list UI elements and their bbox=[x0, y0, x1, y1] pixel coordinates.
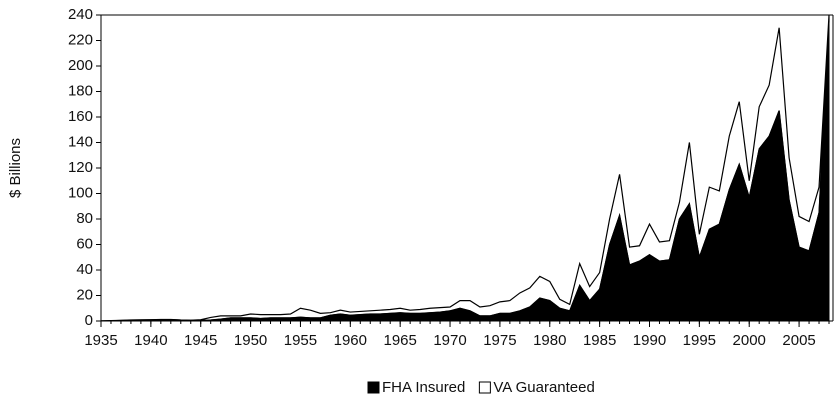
x-tick-label: 1990 bbox=[633, 332, 666, 349]
x-tick-label: 1945 bbox=[184, 332, 217, 349]
x-tick-label: 1965 bbox=[383, 332, 416, 349]
x-tick-label: 1935 bbox=[84, 332, 117, 349]
x-tick-label: 1955 bbox=[284, 332, 317, 349]
legend: FHA Insured VA Guaranteed bbox=[367, 379, 595, 396]
y-tick-label: 200 bbox=[68, 57, 93, 74]
x-tick-label: 1985 bbox=[583, 332, 616, 349]
x-tick-label: 1950 bbox=[234, 332, 267, 349]
y-tick-label: 160 bbox=[68, 108, 93, 125]
y-tick-label: 80 bbox=[76, 210, 93, 227]
x-tick-label: 1940 bbox=[134, 332, 167, 349]
legend-label: FHA Insured bbox=[382, 379, 465, 396]
legend-swatch bbox=[478, 381, 491, 394]
y-tick-label: 0 bbox=[85, 312, 93, 329]
y-tick-label: 120 bbox=[68, 159, 93, 176]
y-axis-label: $ Billions bbox=[7, 138, 24, 198]
area-fha bbox=[100, 21, 830, 322]
x-tick-label: 1970 bbox=[433, 332, 466, 349]
x-tick-label: 1975 bbox=[483, 332, 516, 349]
x-tick-label: 2005 bbox=[782, 332, 815, 349]
x-tick-label: 1995 bbox=[683, 332, 716, 349]
y-tick-label: 180 bbox=[68, 82, 93, 99]
y-tick-label: 100 bbox=[68, 184, 93, 201]
y-tick-label: 240 bbox=[68, 6, 93, 23]
legend-swatch bbox=[367, 381, 380, 394]
x-tick-label: 1980 bbox=[533, 332, 566, 349]
x-tick-label: 2000 bbox=[733, 332, 766, 349]
legend-label: VA Guaranteed bbox=[493, 379, 594, 396]
y-tick-label: 60 bbox=[76, 235, 93, 252]
y-tick-label: 40 bbox=[76, 261, 93, 278]
y-tick-label: 140 bbox=[68, 133, 93, 150]
x-tick-label: 1960 bbox=[334, 332, 367, 349]
y-tick-label: 220 bbox=[68, 31, 93, 48]
y-tick-label: 20 bbox=[76, 286, 93, 303]
